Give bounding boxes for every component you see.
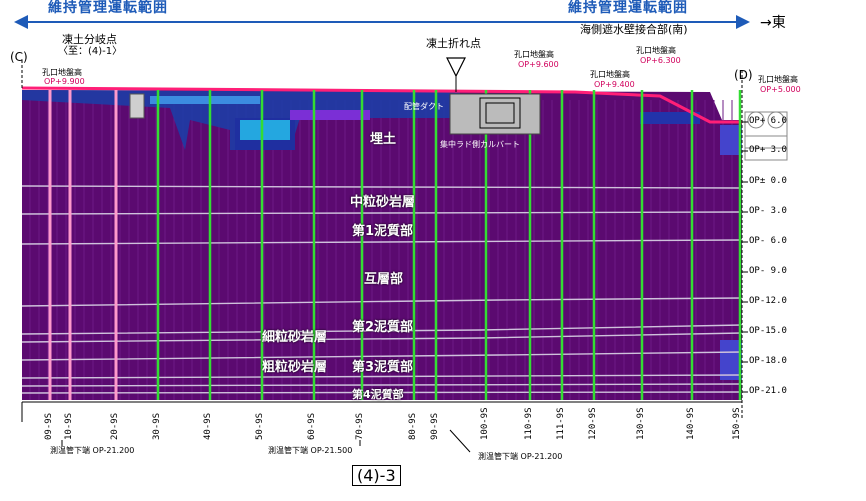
ground-surface-line [21,86,742,124]
elevation-label: OP-21.0 [749,386,787,396]
ground-level-4-value: OP+6.300 [640,56,681,65]
pipe-tick-label: 140-9S [686,407,696,440]
layer-boundaries [21,185,743,394]
bottom-note-3: 測温管下端 OP-21.200 [478,452,563,461]
pipe-tick-label: 90-9S [430,412,440,440]
alternating-layer-label: 互層部 [364,272,404,287]
ground-level-5-title: 孔口地盤高 [758,75,798,84]
elevation-label: OP- 3.0 [749,206,787,216]
medium-sand-layer-label: 中粒砂岩層 [350,195,416,210]
mud3-layer-label: 第3泥質部 [352,360,414,375]
pipe-tick-label: 70-9S [355,412,365,440]
small-structure [129,93,145,119]
pipe-tick-label: 30-9S [152,412,162,440]
seawall-junction-title: 海側遮水壁接合部(南) [580,23,688,36]
bottom-note-1: 測温管下端 OP-21.200 [50,446,135,455]
bottom-leaders [61,429,471,453]
elevation-label: OP± 0.0 [749,176,787,186]
branch-point-title: 凍土分岐点 [62,33,117,46]
pipe-tick-label: 09-9S [44,412,54,440]
elevation-label: OP-12.0 [749,296,787,306]
pipe-tick-label: 111-9S [556,407,566,440]
coarse-sand-layer-label: 粗粒砂岩層 [262,360,328,375]
mud2-layer-label: 第2泥質部 [352,320,414,335]
point-d-label: (D) [734,68,753,82]
ground-level-3-value: OP+9.400 [594,80,635,89]
pipe-tick-label: 130-9S [636,407,646,440]
pipe-tick-label: 150-9S [732,407,742,440]
culvert-label: 集中ラド側カルバート [440,140,520,149]
elevation-label: OP-18.0 [749,356,787,366]
east-band [640,112,700,124]
fold-point-title: 凍土折れ点 [426,37,481,50]
frozen-zone-light [240,120,290,140]
green-pipes [156,90,742,400]
branch-point-sub: 〈至：(4)-1〉 [58,46,123,57]
ground-level-3-title: 孔口地盤高 [590,70,630,79]
ground-level-2-title: 孔口地盤高 [514,50,554,59]
pipe-tick-label: 20-9S [110,412,120,440]
elevation-label: OP- 6.0 [749,236,787,246]
pipe-tick-label: 60-9S [307,412,317,440]
elevation-label: OP+ 3.0 [749,145,787,155]
pipe-tick-label: 80-9S [408,412,418,440]
transition-zone [290,110,370,120]
pipe-tick-label: 50-9S [255,412,265,440]
ground-level-2-value: OP+9.600 [518,60,559,69]
elevation-label: OP-15.0 [749,326,787,336]
surface-band [150,96,260,104]
ground-level-5-value: OP+5.000 [760,85,801,94]
pipe-duct-label: 配管ダクト [404,102,444,111]
east-direction-label: →東 [760,15,786,31]
east-edge-band [720,125,742,155]
mud1-layer-label: 第1泥質部 [352,224,414,239]
elevation-ticks [742,121,748,393]
pipe-tick-label: 10-9S [64,412,74,440]
pipe-tick-label: 120-9S [588,407,598,440]
seawall-structure [744,111,788,161]
pipe-tick-label: 110-9S [524,407,534,440]
pipe-duct [449,93,541,135]
ground-level-4-title: 孔口地盤高 [636,46,676,55]
ground-level-1-value: OP+9.900 [44,77,85,86]
left-range-banner: 維持管理運転範囲 [48,0,168,16]
point-c-label: (C) [10,50,28,64]
right-range-banner: 維持管理運転範囲 [568,0,688,16]
ground-level-1-title: 孔口地盤高 [42,68,82,77]
fill-layer-label: 埋土 [370,132,397,147]
fold-point-marker [446,57,466,78]
pink-pipes [48,90,118,400]
pipe-tick-label: 100-9S [480,407,490,440]
figure-id: (4)-3 [352,465,401,486]
elevation-label: OP+ 6.0 [749,116,787,126]
mud4-layer-label: 第4泥質部 [352,388,404,401]
bottom-note-2: 測温管下端 OP-21.500 [268,446,353,455]
fine-sand-layer-label: 細粒砂岩層 [262,330,328,345]
pipe-tick-label: 40-9S [203,412,213,440]
bottom-edge-band [720,340,742,380]
elevation-label: OP- 9.0 [749,266,787,276]
